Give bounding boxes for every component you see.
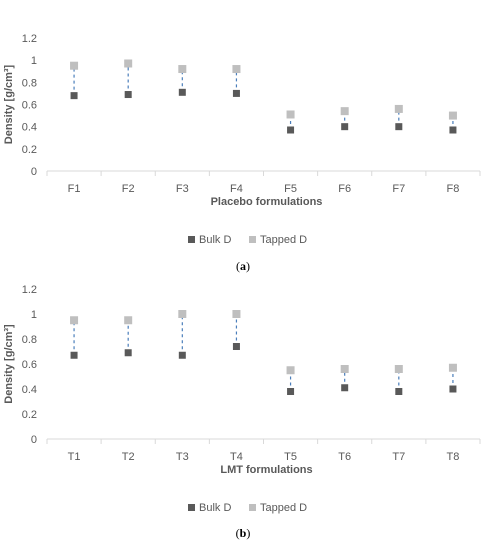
bulk-density-marker — [341, 123, 349, 131]
bulk-density-marker — [124, 91, 132, 99]
y-tick-label: 0.6 — [22, 359, 37, 371]
tapped-density-marker — [394, 104, 403, 113]
x-tick-label: F4 — [230, 183, 243, 195]
legend-bulk-marker — [188, 504, 195, 511]
y-tick-label: 0.2 — [22, 144, 37, 156]
bulk-density-marker — [341, 384, 349, 392]
legend-bulk-label: Bulk D — [199, 234, 231, 246]
tapped-density-marker — [232, 65, 241, 74]
bulk-density-marker — [449, 385, 457, 393]
x-tick-label: T7 — [392, 451, 405, 463]
legend-bulk-label: Bulk D — [199, 502, 231, 514]
y-tick-label: 0.8 — [22, 334, 37, 346]
y-tick-label: 1 — [31, 309, 37, 321]
panel-caption: (b) — [236, 526, 251, 540]
tapped-density-marker — [340, 107, 349, 116]
y-tick-label: 0.4 — [22, 384, 37, 396]
bulk-density-marker — [178, 351, 186, 359]
x-tick-label: T5 — [284, 451, 297, 463]
legend: Bulk D Tapped D — [188, 502, 307, 514]
legend: Bulk D Tapped D — [188, 234, 307, 246]
x-tick-label: F7 — [392, 183, 405, 195]
y-tick-label: 0 — [31, 166, 37, 178]
bulk-density-marker — [232, 343, 240, 350]
tapped-density-marker — [286, 366, 295, 375]
x-tick-label: T3 — [176, 451, 189, 463]
x-tick-label: F8 — [447, 183, 460, 195]
x-tick-label: F3 — [176, 183, 189, 195]
bulk-density-marker — [178, 88, 186, 96]
bulk-density-marker — [124, 349, 132, 357]
y-tick-label: 0.4 — [22, 122, 37, 134]
x-axis-title: Placebo formulations — [211, 196, 323, 208]
tapped-density-marker — [286, 110, 295, 119]
bulk-density-marker — [395, 388, 403, 395]
tapped-density-marker — [124, 59, 133, 68]
x-axis-title: LMT formulations — [220, 464, 312, 476]
bulk-density-marker — [287, 388, 295, 395]
bulk-density-marker — [70, 92, 78, 100]
bulk-density-marker — [395, 123, 403, 131]
tapped-density-marker — [70, 61, 79, 70]
x-tick-label: F5 — [284, 183, 297, 195]
tapped-density-marker — [70, 316, 79, 325]
legend-tapped-marker — [249, 236, 256, 243]
bulk-density-marker — [232, 89, 240, 97]
bulk-density-marker — [449, 126, 457, 134]
y-tick-label: 0.2 — [22, 409, 37, 421]
x-tick-label: T8 — [447, 451, 460, 463]
tapped-density-marker — [448, 363, 457, 372]
y-tick-label: 0 — [31, 434, 37, 446]
tapped-density-marker — [232, 310, 241, 318]
x-tick-label: T4 — [230, 451, 243, 463]
y-tick-label: 1 — [31, 55, 37, 67]
x-tick-label: F1 — [68, 183, 81, 195]
tapped-density-marker — [448, 111, 457, 120]
legend-bulk-marker — [188, 236, 195, 243]
y-axis-title: Density [g/cm³] — [3, 64, 15, 144]
y-tick-label: 1.2 — [22, 284, 37, 296]
y-axis-title: Density [g/cm³] — [3, 324, 15, 404]
bulk-density-marker — [287, 126, 295, 134]
x-tick-label: F2 — [122, 183, 135, 195]
bulk-density-marker — [70, 351, 78, 359]
x-tick-label: T2 — [122, 451, 135, 463]
tapped-density-marker — [340, 365, 349, 373]
chart-panel-a: 0 0.2 0.4 0.6 0.8 1 1.2 Density [g/cm³] F1 F2 F3 F4… — [3, 33, 481, 273]
legend-tapped-label: Tapped D — [260, 502, 307, 514]
tapped-density-marker — [178, 310, 187, 318]
tapped-density-marker — [394, 365, 403, 373]
y-tick-label: 1.2 — [22, 33, 37, 45]
tapped-density-marker — [124, 316, 133, 325]
x-tick-label: F6 — [338, 183, 351, 195]
y-tick-label: 0.8 — [22, 77, 37, 89]
x-tick-label: T6 — [338, 451, 351, 463]
tapped-density-marker — [178, 65, 187, 74]
panel-caption: (a) — [236, 259, 250, 273]
panel-caption-letter: a — [240, 259, 246, 273]
chart-panel-b: 0 0.2 0.4 0.6 0.8 1 1.2 Density [g/cm³] T1 T2 T3 T4… — [3, 284, 481, 540]
panel-caption-letter: b — [240, 526, 247, 540]
y-tick-label: 0.6 — [22, 100, 37, 112]
legend-tapped-label: Tapped D — [260, 234, 307, 246]
x-tick-label: T1 — [68, 451, 81, 463]
legend-tapped-marker — [249, 504, 256, 511]
